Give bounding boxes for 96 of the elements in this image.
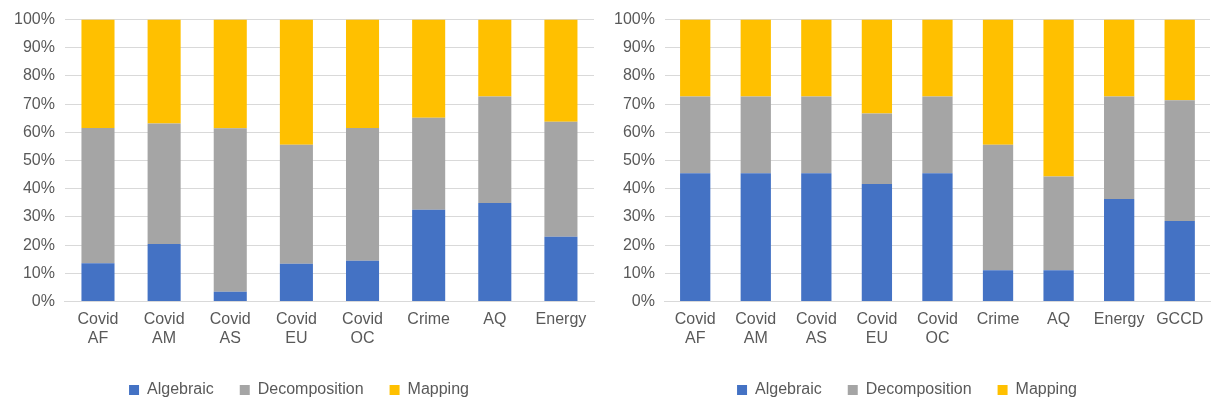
x-tick-label: Crime: [407, 309, 451, 327]
bar: [1043, 270, 1074, 302]
bar: [544, 121, 578, 237]
bar: [213, 19, 247, 129]
bar: [213, 128, 247, 292]
bar: [147, 244, 181, 302]
x-tick-label: Crime: [976, 309, 1020, 327]
y-tick-label: 60%: [22, 122, 55, 140]
x-tick-label: Energy: [1093, 309, 1145, 327]
bar: [982, 144, 1014, 271]
bar: [801, 173, 832, 302]
bar: [213, 291, 247, 302]
bar: [922, 173, 953, 302]
bar: [412, 19, 446, 118]
y-tick-label: 90%: [22, 38, 55, 56]
bar: [478, 19, 512, 97]
bar: [412, 117, 446, 210]
bar: [1164, 19, 1195, 101]
bar: [81, 19, 115, 128]
bar: [922, 96, 953, 174]
bar: [1104, 198, 1135, 302]
x-tick-label: Covid EU: [856, 309, 898, 346]
bar: [801, 19, 832, 97]
bar: [680, 96, 711, 174]
y-tick-label: 50%: [22, 151, 55, 169]
bar: [279, 263, 313, 302]
bar: [801, 96, 832, 174]
bar: [81, 263, 115, 302]
y-tick-label: 70%: [622, 94, 655, 112]
y-tick-label: 0%: [31, 292, 55, 310]
bar: [478, 202, 512, 302]
y-tick-label: 10%: [22, 263, 55, 281]
bar: [982, 19, 1014, 145]
y-tick-label: 20%: [22, 235, 55, 253]
y-tick-label: 70%: [22, 94, 55, 112]
x-tick-label: Covid AS: [209, 309, 251, 346]
bar: [346, 19, 380, 128]
y-tick-label: 80%: [622, 66, 655, 84]
y-tick-label: 80%: [22, 66, 55, 84]
x-tick-label: Covid OC: [917, 309, 958, 346]
y-tick-label: 60%: [622, 122, 655, 140]
bar: [544, 236, 578, 302]
y-tick-label: 30%: [622, 207, 655, 225]
bar: [680, 19, 711, 97]
x-tick-label: Covid AF: [674, 309, 716, 346]
x-tick-label: AQ: [483, 309, 507, 327]
x-tick-label: AQ: [1047, 309, 1071, 327]
bar: [922, 19, 953, 97]
bar: [279, 144, 313, 264]
legend-label: Mapping: [407, 380, 469, 398]
bar: [680, 173, 711, 302]
bar: [982, 270, 1014, 302]
x-tick-label: Covid AM: [735, 309, 777, 346]
y-tick-label: 100%: [14, 10, 55, 28]
y-tick-label: 90%: [622, 38, 655, 56]
bar: [861, 113, 893, 185]
y-tick-label: 40%: [22, 179, 55, 197]
y-tick-label: 50%: [622, 151, 655, 169]
x-tick-label: Energy: [535, 309, 587, 327]
y-tick-label: 40%: [622, 179, 655, 197]
bar: [478, 96, 512, 203]
bar: [740, 173, 771, 302]
x-tick-label: GCCD: [1156, 309, 1204, 327]
bar: [740, 96, 771, 174]
legend-label: Algebraic: [755, 380, 822, 398]
x-tick-label: Covid EU: [275, 309, 317, 346]
bar: [1104, 19, 1135, 97]
legend-label: Decomposition: [865, 380, 972, 398]
y-tick-label: 10%: [622, 263, 655, 281]
bar: [147, 123, 181, 245]
legend-label: Algebraic: [147, 380, 214, 398]
bar: [346, 260, 380, 302]
bar: [1104, 96, 1135, 199]
x-tick-label: Covid AS: [795, 309, 837, 346]
bar: [412, 209, 446, 302]
bar: [346, 127, 380, 261]
y-tick-label: 20%: [622, 235, 655, 253]
bar: [147, 19, 181, 124]
bar: [544, 19, 578, 122]
bar: [1043, 19, 1074, 177]
x-tick-label: Covid AF: [77, 309, 119, 346]
legend-label: Mapping: [1015, 380, 1077, 398]
bar: [81, 127, 115, 264]
bar: [861, 19, 893, 114]
bar: [1164, 220, 1195, 302]
x-tick-label: Covid AM: [143, 309, 185, 346]
bar: [1164, 100, 1195, 221]
bar: [861, 184, 893, 302]
bar: [1043, 176, 1074, 271]
y-tick-label: 100%: [614, 10, 655, 28]
y-tick-label: 0%: [631, 292, 655, 310]
y-tick-label: 30%: [22, 207, 55, 225]
bar: [279, 19, 313, 145]
bar: [740, 19, 771, 97]
legend-label: Decomposition: [257, 380, 364, 398]
x-tick-label: Covid OC: [342, 309, 383, 346]
